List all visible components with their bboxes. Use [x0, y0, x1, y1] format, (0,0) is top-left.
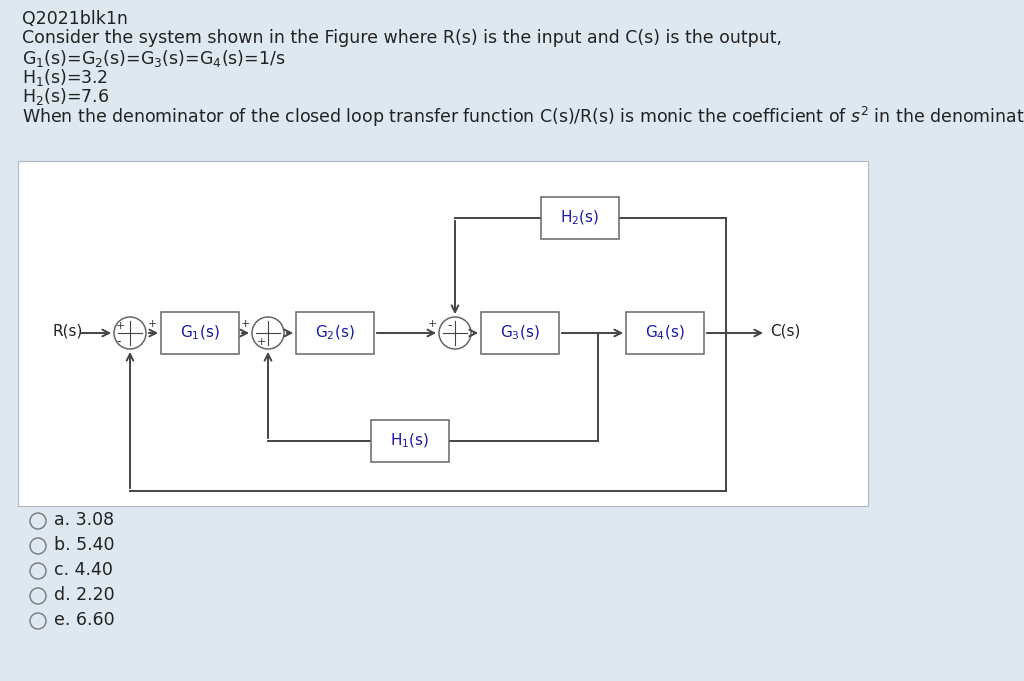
Text: b. 5.40: b. 5.40	[54, 536, 115, 554]
Text: Q2021blk1n: Q2021blk1n	[22, 10, 128, 28]
Circle shape	[439, 317, 471, 349]
Text: G$_4$(s): G$_4$(s)	[645, 323, 685, 342]
Text: C(s): C(s)	[770, 323, 801, 338]
Text: G$_1$(s)=G$_2$(s)=G$_3$(s)=G$_4$(s)=1/s: G$_1$(s)=G$_2$(s)=G$_3$(s)=G$_4$(s)=1/s	[22, 48, 286, 69]
Text: +: +	[148, 319, 158, 329]
Text: G$_2$(s): G$_2$(s)	[315, 323, 355, 342]
Text: +: +	[428, 319, 437, 329]
Text: G$_3$(s): G$_3$(s)	[500, 323, 540, 342]
Text: G$_1$(s): G$_1$(s)	[180, 323, 220, 342]
Text: H$_1$(s): H$_1$(s)	[390, 432, 430, 450]
Text: a. 3.08: a. 3.08	[54, 511, 114, 529]
Text: -: -	[447, 319, 452, 332]
Circle shape	[30, 613, 46, 629]
Text: +: +	[257, 337, 266, 347]
Circle shape	[252, 317, 284, 349]
FancyBboxPatch shape	[626, 312, 705, 354]
Circle shape	[30, 588, 46, 604]
Circle shape	[114, 317, 146, 349]
Text: H$_2$(s)=7.6: H$_2$(s)=7.6	[22, 86, 110, 107]
FancyBboxPatch shape	[541, 197, 618, 239]
FancyBboxPatch shape	[371, 420, 449, 462]
Text: R(s): R(s)	[52, 323, 82, 338]
Text: e. 6.60: e. 6.60	[54, 611, 115, 629]
Text: H$_2$(s): H$_2$(s)	[560, 209, 600, 227]
Text: d. 2.20: d. 2.20	[54, 586, 115, 604]
Text: When the denominator of the closed loop transfer function C(s)/R(s) is monic the: When the denominator of the closed loop …	[22, 105, 1024, 129]
FancyBboxPatch shape	[481, 312, 559, 354]
Text: +: +	[116, 321, 125, 331]
FancyBboxPatch shape	[296, 312, 374, 354]
FancyBboxPatch shape	[18, 161, 868, 506]
Text: H$_1$(s)=3.2: H$_1$(s)=3.2	[22, 67, 108, 88]
Circle shape	[30, 538, 46, 554]
FancyBboxPatch shape	[161, 312, 239, 354]
Text: Consider the system shown in the Figure where R(s) is the input and C(s) is the : Consider the system shown in the Figure …	[22, 29, 782, 47]
Circle shape	[30, 563, 46, 579]
Text: c. 4.40: c. 4.40	[54, 561, 113, 579]
Circle shape	[30, 513, 46, 529]
Text: +: +	[241, 319, 250, 329]
Text: -: -	[116, 335, 121, 348]
